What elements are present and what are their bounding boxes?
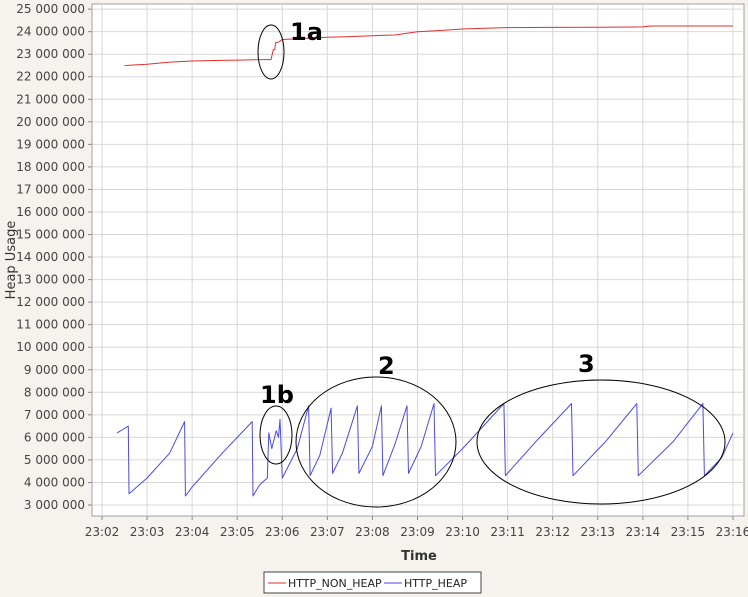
y-tick-label: 24 000 000	[16, 25, 85, 39]
y-tick-label: 21 000 000	[16, 92, 85, 106]
y-tick-label: 7 000 000	[24, 408, 85, 422]
x-tick-label: 23:04	[175, 525, 210, 539]
y-tick-label: 18 000 000	[16, 160, 85, 174]
y-tick-label: 16 000 000	[16, 205, 85, 219]
y-tick-label: 10 000 000	[16, 340, 85, 354]
x-tick-label: 23:14	[626, 525, 661, 539]
y-axis-title: Heap Usage	[4, 221, 19, 300]
y-tick-label: 5 000 000	[24, 453, 85, 467]
series-line-http-non-heap	[124, 25, 733, 66]
legend-label-http-heap: HTTP_HEAP	[404, 577, 467, 590]
annotation-label: 2	[378, 352, 395, 380]
x-tick-label: 23:02	[85, 525, 120, 539]
y-tick-label: 13 000 000	[16, 273, 85, 287]
annotation-ellipse	[295, 376, 457, 508]
y-tick-label: 20 000 000	[16, 115, 85, 129]
x-tick-label: 23:06	[265, 525, 300, 539]
x-tick-label: 23:10	[445, 525, 480, 539]
legend-label-http-non-heap: HTTP_NON_HEAP	[288, 577, 382, 590]
x-tick-label: 23:07	[310, 525, 345, 539]
y-tick-label: 23 000 000	[16, 47, 85, 61]
legend: HTTP_NON_HEAP HTTP_HEAP	[263, 571, 482, 594]
annotations: 1a 1b 2 3	[257, 18, 726, 508]
x-tick-label: 23:05	[220, 525, 255, 539]
y-tick-label: 14 000 000	[16, 250, 85, 264]
y-tick-label: 15 000 000	[16, 228, 85, 242]
y-tick-label: 19 000 000	[16, 137, 85, 151]
annotation-label: 1b	[260, 381, 294, 409]
series-line-http-heap	[116, 403, 734, 497]
x-tick-label: 23:09	[400, 525, 435, 539]
y-tick-label: 11 000 000	[16, 318, 85, 332]
x-tick-label: 23:16	[716, 525, 748, 539]
x-tick-label: 23:15	[671, 525, 706, 539]
y-tick-label: 4 000 000	[24, 475, 85, 489]
y-tick-label: 6 000 000	[24, 430, 85, 444]
plot-background	[91, 3, 745, 517]
x-axis-title: Time	[401, 549, 437, 564]
grid	[92, 4, 744, 516]
y-tick-label: 17 000 000	[16, 182, 85, 196]
annotation-ellipse	[259, 405, 293, 465]
x-axis: 23:02 23:03 23:04 23:05 23:06 23:07 23:08 23:09…	[85, 516, 748, 539]
y-axis: 3 000 000 4 000 000 5 000 000 6 000 000 7 00…	[16, 2, 92, 512]
y-tick-label: 22 000 000	[16, 70, 85, 84]
annotation-ellipse	[257, 24, 285, 80]
y-tick-label: 12 000 000	[16, 295, 85, 309]
x-tick-label: 23:08	[355, 525, 390, 539]
x-tick-label: 23:11	[490, 525, 525, 539]
y-tick-label: 3 000 000	[24, 498, 85, 512]
x-tick-label: 23:03	[130, 525, 165, 539]
annotation-label: 3	[578, 350, 595, 378]
y-tick-label: 25 000 000	[16, 2, 85, 16]
annotation-label: 1a	[290, 18, 323, 46]
y-tick-label: 9 000 000	[24, 363, 85, 377]
x-tick-label: 23:13	[580, 525, 615, 539]
annotation-ellipse	[476, 379, 726, 505]
x-tick-label: 23:12	[535, 525, 570, 539]
legend-box	[263, 571, 482, 594]
y-tick-label: 8 000 000	[24, 385, 85, 399]
series-layer	[116, 25, 734, 497]
